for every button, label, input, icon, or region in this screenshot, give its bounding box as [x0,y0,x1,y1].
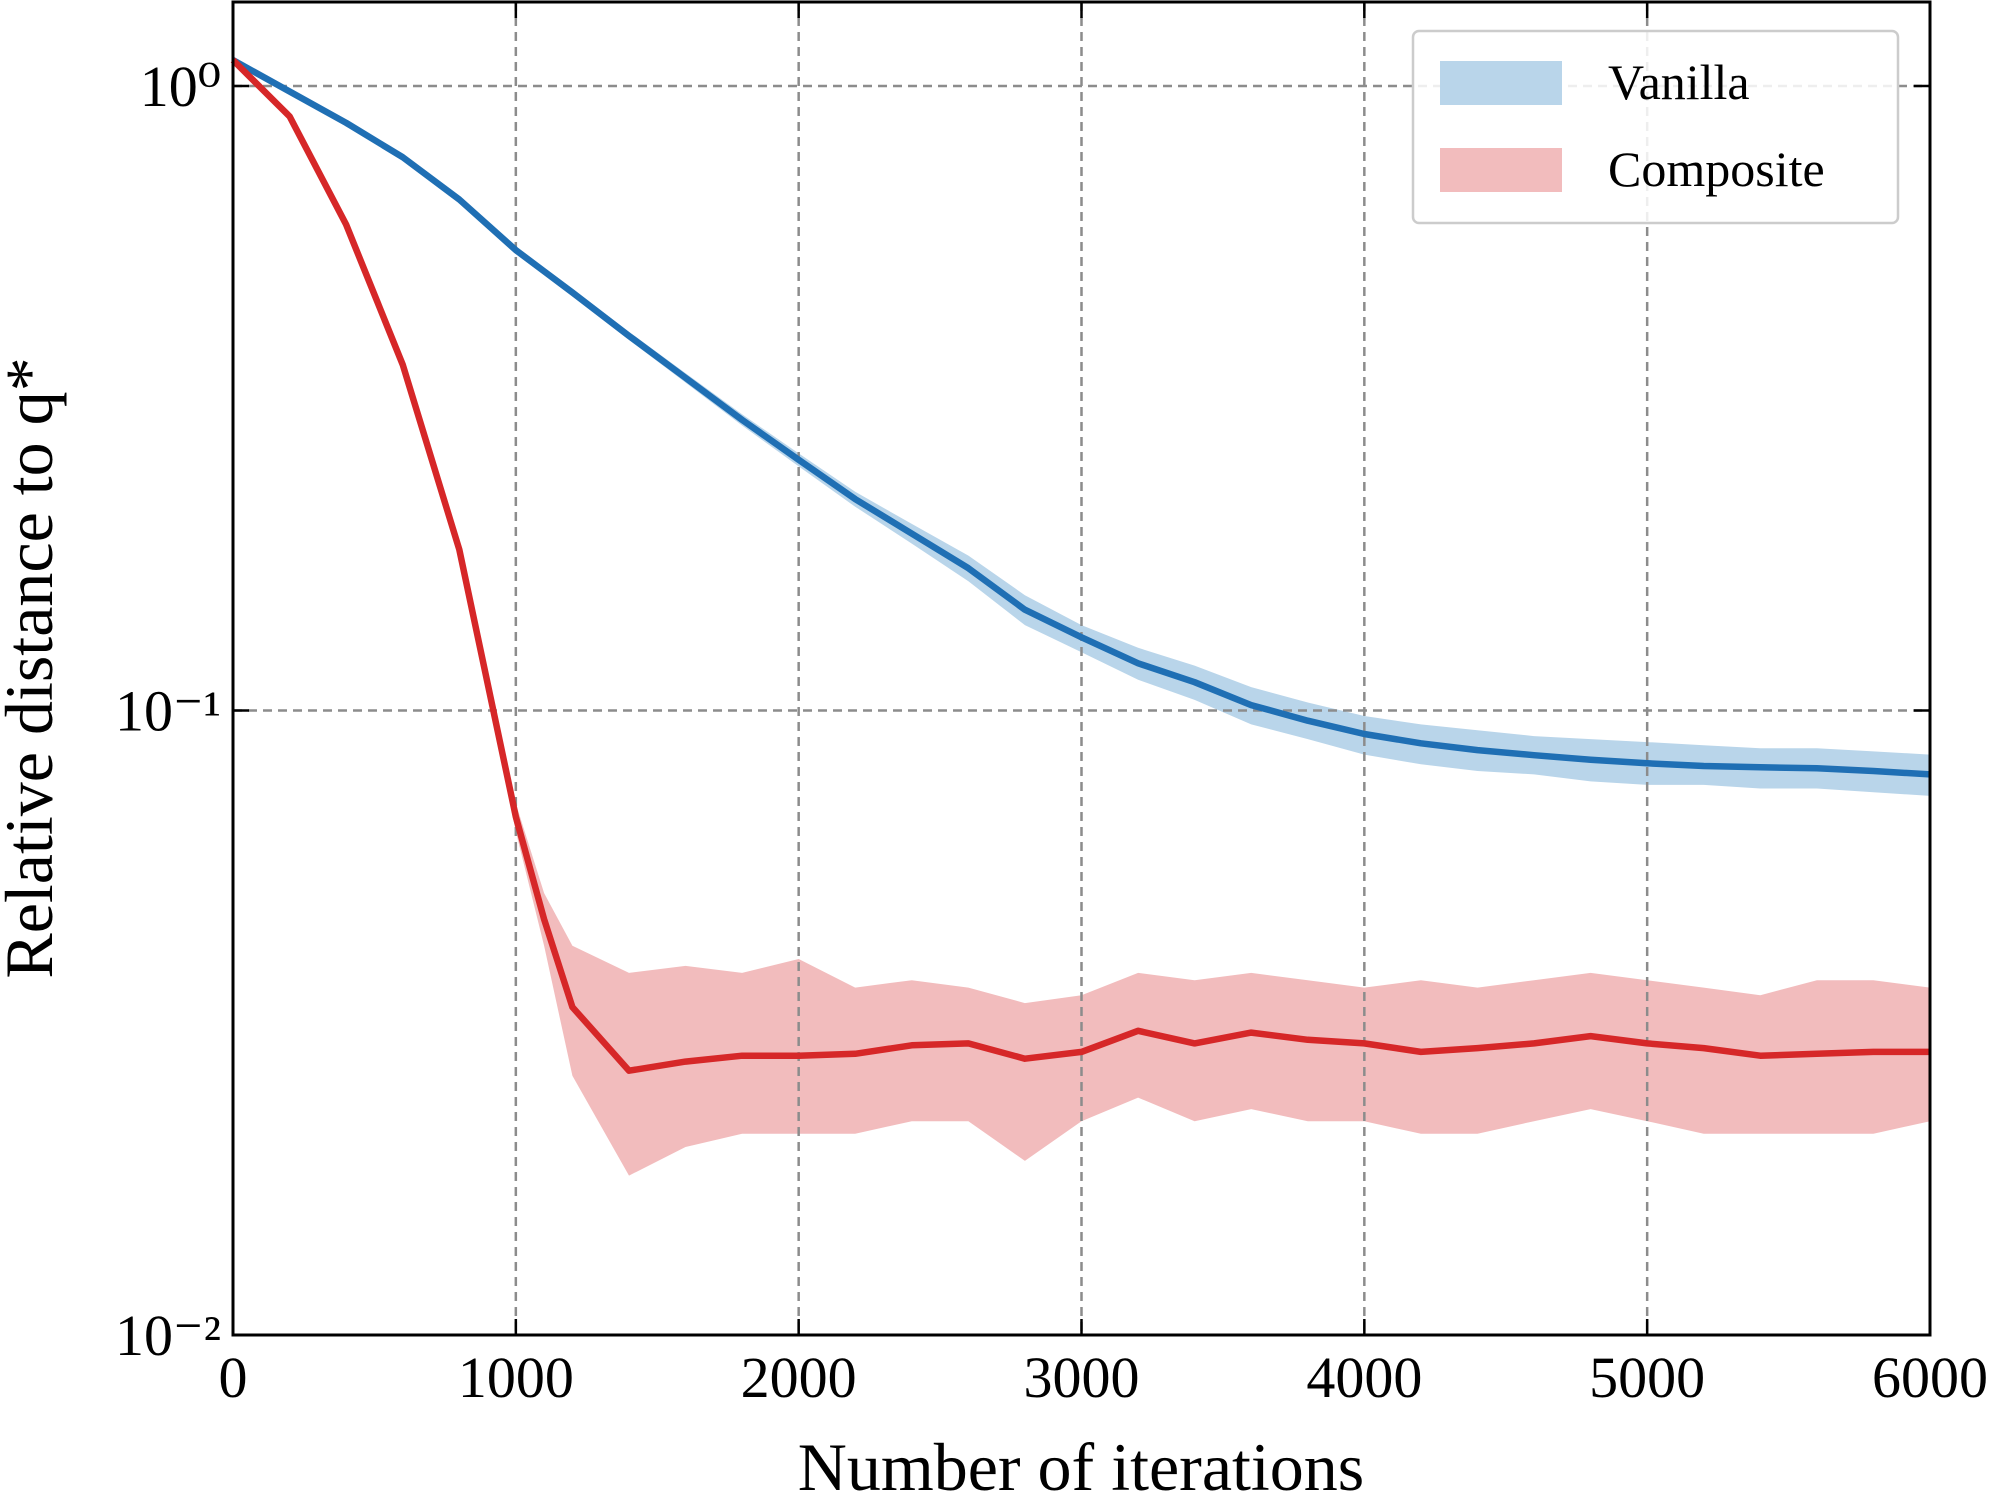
x-tick-label: 5000 [1589,1345,1705,1410]
legend-label: Vanilla [1608,54,1750,110]
legend-label: Composite [1608,141,1825,197]
lines [230,57,1931,1074]
x-tick-label: 0 [219,1345,248,1410]
y-tick-label: 10⁻¹ [115,678,221,743]
line [230,57,1930,1074]
x-tick-label: 6000 [1872,1345,1988,1410]
y-axis-label: Relative distance to q* [0,357,67,978]
x-tick-label: 2000 [741,1345,857,1410]
legend: Vanilla Composite [1411,29,1900,225]
axes: 10⁻² 10⁻¹ 10⁰ 0 1000 2000 3000 4000 5000 6000 [115,0,1988,1410]
legend-swatch [1440,61,1562,105]
x-tick-label: 4000 [1306,1345,1422,1410]
band [233,57,1930,1176]
x-tick-label: 1000 [458,1345,574,1410]
x-tick-label: 3000 [1024,1345,1140,1410]
y-tick-label: 10⁻² [115,1303,221,1368]
x-axis-label: Number of iterations [798,1429,1365,1505]
line [231,57,1931,778]
plot-frame [231,0,1932,1337]
y-tick-label: 10⁰ [140,54,221,119]
legend-swatch [1440,148,1562,192]
